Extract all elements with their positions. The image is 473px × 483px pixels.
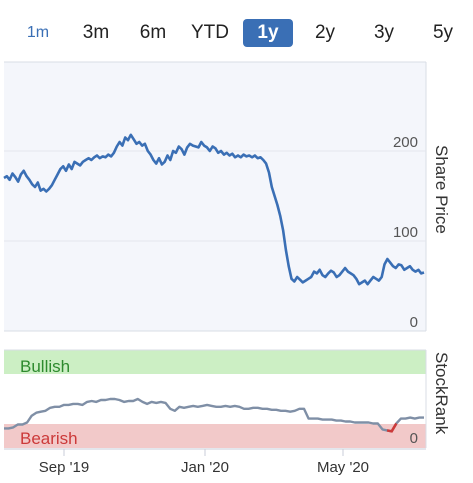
- price-plot-background: [4, 62, 426, 331]
- x-axis: Sep '19 Jan '20 May '20: [4, 448, 426, 476]
- range-tabs: 1m 3m 6m YTD 1y 2y 3y 5y: [0, 0, 473, 56]
- y-tick-200: 200: [393, 134, 418, 151]
- tab-5y[interactable]: 5y: [432, 22, 454, 43]
- x-tick-may-20: May '20: [317, 459, 369, 476]
- tab-3m[interactable]: 3m: [82, 22, 110, 43]
- x-tick-sep-19: Sep '19: [39, 459, 89, 476]
- stockrank-panel: Bullish Bearish 0 StockRank: [4, 349, 451, 448]
- x-tick-jan-20: Jan '20: [181, 459, 229, 476]
- tab-2y[interactable]: 2y: [314, 22, 336, 43]
- share-price-axis-title: Share Price: [432, 145, 451, 234]
- bearish-label: Bearish: [20, 429, 78, 448]
- y-tick-0: 0: [410, 314, 418, 331]
- bullish-label: Bullish: [20, 357, 70, 376]
- stockrank-line: [4, 397, 424, 433]
- stockrank-tick-0: 0: [410, 430, 418, 447]
- tab-6m[interactable]: 6m: [139, 22, 167, 43]
- tab-ytd[interactable]: YTD: [191, 22, 229, 43]
- tab-1m[interactable]: 1m: [26, 24, 50, 41]
- share-price-panel: 200 100 0 Share Price: [3, 61, 451, 332]
- tab-1y[interactable]: 1y: [243, 19, 293, 47]
- stockrank-bearish-segment: [386, 422, 398, 433]
- share-price-line: [3, 133, 425, 286]
- y-tick-100: 100: [393, 224, 418, 241]
- tab-3y[interactable]: 3y: [373, 22, 395, 43]
- bearish-zone: [4, 424, 426, 448]
- bullish-zone: [4, 350, 426, 374]
- neutral-zone: [4, 374, 426, 424]
- stockrank-axis-title: StockRank: [432, 352, 451, 435]
